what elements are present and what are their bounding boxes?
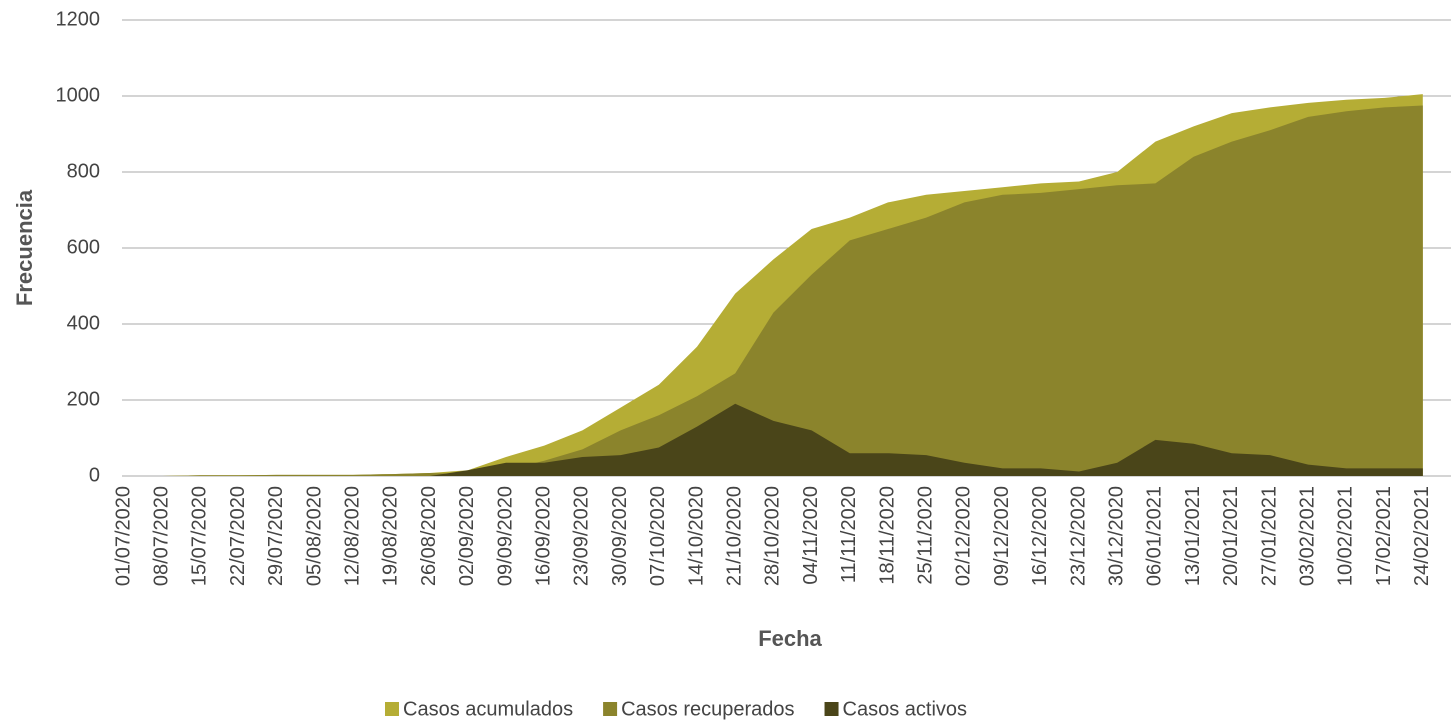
x-tick-label: 04/11/2020 (800, 486, 822, 585)
x-tick-label: 26/08/2020 (418, 486, 440, 586)
legend-swatch (603, 702, 618, 716)
legend-label: Casos activos (843, 698, 968, 720)
legend-swatch (385, 702, 399, 716)
x-tick-label: 10/02/2021 (1335, 486, 1357, 586)
x-tick-label: 16/12/2020 (1029, 486, 1051, 586)
x-tick-label: 16/09/2020 (532, 486, 554, 586)
x-tick-label: 23/09/2020 (571, 486, 593, 586)
x-tick-label: 02/09/2020 (456, 486, 478, 586)
x-tick-label: 03/02/2021 (1296, 486, 1318, 586)
legend-swatch (824, 702, 839, 716)
x-tick-label: 29/07/2020 (265, 486, 287, 586)
y-axis-title: Frecuencia (12, 189, 37, 306)
x-tick-label: 20/01/2021 (1220, 486, 1242, 586)
x-tick-label: 14/10/2020 (685, 486, 707, 586)
x-tick-label: 25/11/2020 (914, 486, 936, 585)
x-tick-label: 30/12/2020 (1105, 486, 1127, 586)
legend-label: Casos recuperados (621, 698, 794, 720)
x-tick-label: 19/08/2020 (380, 486, 402, 586)
area (124, 105, 1423, 476)
x-tick-label: 18/11/2020 (876, 486, 898, 585)
x-tick-label: 30/09/2020 (609, 486, 631, 586)
x-tick-label: 09/12/2020 (991, 486, 1013, 586)
x-tick-label: 02/12/2020 (953, 486, 975, 586)
x-tick-label: 24/02/2021 (1411, 486, 1433, 586)
y-tick-label: 1000 (56, 84, 101, 106)
y-tick-label: 600 (67, 236, 100, 258)
x-tick-label: 17/02/2021 (1373, 486, 1395, 586)
x-tick-label: 27/01/2021 (1258, 486, 1280, 586)
area (124, 403, 1423, 476)
x-tick-label: 07/10/2020 (647, 486, 669, 586)
x-tick-label: 05/08/2020 (303, 486, 325, 586)
x-tick-label: 01/07/2020 (112, 486, 134, 586)
y-tick-label: 1200 (56, 8, 101, 30)
x-tick-label: 21/10/2020 (723, 486, 745, 586)
x-tick-label: 09/09/2020 (494, 486, 516, 586)
x-tick-label: 13/01/2021 (1182, 486, 1204, 586)
x-tick-label: 22/07/2020 (227, 486, 249, 586)
y-tick-label: 0 (89, 464, 100, 486)
x-tick-label: 15/07/2020 (189, 486, 211, 586)
y-tick-label: 800 (67, 160, 100, 182)
x-tick-label: 06/01/2021 (1144, 486, 1166, 586)
x-tick-label: 23/12/2020 (1067, 486, 1089, 586)
y-tick-label: 400 (67, 312, 100, 334)
x-tick-label: 11/11/2020 (838, 486, 860, 583)
legend-label: Casos acumulados (403, 698, 573, 720)
x-tick-label: 28/10/2020 (762, 486, 784, 586)
x-tick-label: 12/08/2020 (341, 486, 363, 586)
x-axis-title: Fecha (758, 626, 822, 651)
x-tick-label: 08/07/2020 (150, 486, 172, 586)
y-tick-label: 200 (67, 388, 100, 410)
